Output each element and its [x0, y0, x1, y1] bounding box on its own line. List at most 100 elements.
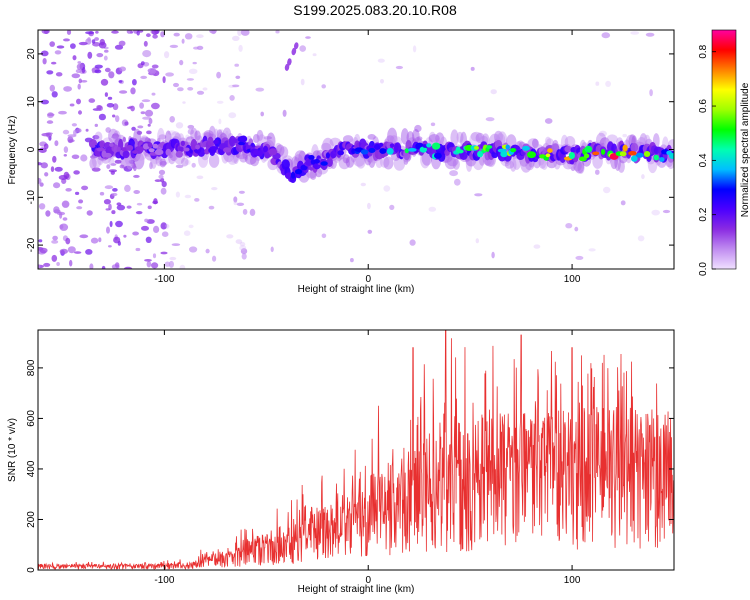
heatmap-noise-cell — [595, 169, 600, 175]
heatmap-noise-cell — [98, 113, 106, 121]
heatmap-noise-cell — [158, 134, 167, 140]
heatmap-noise-cell — [622, 133, 627, 138]
heatmap-noise-cell — [242, 208, 248, 215]
heatmap-ridge-cell — [383, 156, 394, 170]
heatmap-noise-cell — [164, 51, 170, 59]
heatmap-noise-cell — [47, 113, 55, 117]
heatmap-noise-cell — [54, 140, 59, 147]
y-tick-label: 0 — [26, 146, 37, 152]
spectrogram-x-ticks: -100 0 100 — [154, 30, 581, 285]
heatmap-noise-cell — [94, 64, 103, 69]
heatmap-ridge-cell — [345, 156, 355, 168]
heatmap-noise-cell — [96, 105, 102, 110]
heatmap-noise-cell — [55, 72, 63, 77]
heatmap-noise-cell — [140, 75, 148, 79]
heatmap-ridge-cell — [584, 145, 593, 153]
heatmap-noise-cell — [212, 255, 217, 262]
heatmap-noise-cell — [189, 246, 198, 253]
heatmap-noise-cell — [237, 30, 242, 36]
heatmap-noise-cell — [40, 50, 49, 57]
heatmap-ridge-cell — [147, 142, 153, 148]
heatmap-noise-cell — [59, 223, 69, 231]
spectrogram-heatmap — [38, 30, 674, 269]
heatmap-ridge-cell — [159, 158, 167, 168]
heatmap-noise-cell — [69, 103, 75, 107]
heatmap-noise-cell — [173, 82, 179, 88]
heatmap-noise-cell — [106, 103, 115, 108]
heatmap-noise-cell — [54, 166, 63, 172]
heatmap-noise-cell — [78, 41, 88, 46]
heatmap-noise-cell — [104, 49, 109, 53]
heatmap-noise-cell — [63, 154, 67, 157]
heatmap-noise-cell — [38, 264, 41, 269]
colorbar-tick-label: 0.2 — [698, 207, 709, 221]
heatmap-ridge-cell — [109, 142, 114, 147]
heatmap-noise-cell — [205, 248, 210, 254]
heatmap-ridge-cell — [386, 147, 394, 155]
heatmap-noise-cell — [99, 191, 105, 196]
heatmap-ridge-cell — [668, 153, 674, 159]
heatmap-noise-cell — [160, 31, 165, 38]
heatmap-noise-cell — [132, 79, 137, 86]
heatmap-ridge-cell — [165, 148, 172, 156]
heatmap-noise-cell — [111, 192, 118, 197]
heatmap-noise-cell — [142, 50, 152, 58]
heatmap-noise-cell — [637, 235, 645, 242]
heatmap-ridge-cell — [393, 156, 406, 171]
heatmap-noise-cell — [151, 30, 158, 35]
heatmap-ridge-cell — [527, 151, 536, 159]
heatmap-ridge-cell — [545, 153, 551, 158]
heatmap-ridge-cell — [290, 171, 296, 179]
heatmap-noise-cell — [69, 259, 73, 267]
x-tick-label: 100 — [564, 575, 581, 586]
heatmap-noise-cell — [76, 128, 82, 133]
heatmap-ridge-cell — [592, 151, 600, 156]
heatmap-noise-cell — [111, 135, 117, 139]
heatmap-ridge-cell — [532, 138, 539, 149]
heatmap-ridge-cell — [94, 131, 103, 143]
heatmap-ridge-cell — [230, 138, 238, 144]
heatmap-noise-cell — [620, 200, 626, 206]
heatmap-noise-cell — [75, 191, 80, 195]
heatmap-noise-cell — [94, 123, 99, 127]
heatmap-noise-cell — [474, 193, 483, 197]
heatmap-ridge-cell — [456, 149, 464, 154]
heatmap-ridge-cell — [342, 135, 354, 144]
heatmap-ridge-cell — [547, 148, 553, 153]
heatmap-noise-cell — [160, 251, 168, 255]
heatmap-noise-cell — [485, 117, 495, 122]
heatmap-noise-cell — [236, 202, 245, 206]
x-tick-label: 0 — [365, 575, 371, 586]
heatmap-ridge-cell — [133, 128, 142, 145]
heatmap-noise-cell — [85, 249, 93, 255]
heatmap-noise-cell — [119, 164, 125, 169]
heatmap-noise-cell — [40, 162, 48, 169]
heatmap-ridge-cell — [223, 147, 231, 153]
heatmap-noise-cell — [158, 169, 166, 175]
heatmap-noise-cell — [62, 129, 70, 135]
heatmap-ridge-cell — [389, 143, 395, 148]
heatmap-noise-cell — [146, 261, 152, 268]
heatmap-noise-cell — [235, 239, 243, 245]
heatmap-noise-cell — [184, 33, 193, 40]
heatmap-ridge-cell — [195, 144, 201, 150]
heatmap-ridge-cell — [178, 146, 184, 151]
y-tick-label: -10 — [26, 190, 37, 205]
heatmap-noise-cell — [238, 44, 243, 52]
heatmap-noise-cell — [167, 130, 177, 136]
heatmap-noise-cell — [104, 92, 108, 97]
heatmap-noise-cell — [449, 170, 458, 177]
heatmap-noise-cell — [239, 241, 246, 247]
heatmap-noise-cell — [146, 219, 155, 224]
heatmap-ridge-cell — [564, 136, 576, 148]
heatmap-noise-cell — [70, 43, 76, 49]
heatmap-ridge-cell — [544, 136, 552, 147]
heatmap-noise-cell — [43, 143, 49, 150]
heatmap-noise-cell — [187, 128, 194, 135]
heatmap-noise-cell — [146, 33, 151, 38]
y-tick-label: 400 — [26, 460, 37, 477]
heatmap-noise-cell — [146, 130, 152, 135]
heatmap-noise-cell — [218, 129, 225, 136]
heatmap-noise-cell — [130, 105, 135, 112]
